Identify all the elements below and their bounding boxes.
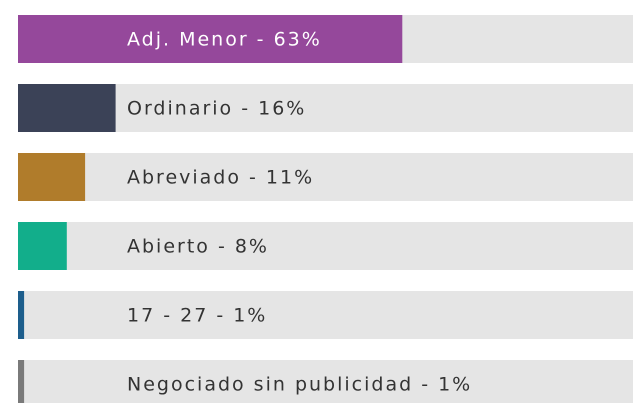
bar: [18, 15, 403, 63]
bar: [18, 153, 86, 201]
bar-label: Negociado sin publicidad - 1%: [127, 374, 472, 396]
bar-label: Ordinario - 16%: [127, 98, 306, 120]
bar-track: [18, 153, 633, 201]
bar-track: [18, 291, 633, 339]
bar-label: 17 - 27 - 1%: [127, 305, 267, 327]
bar-label: Adj. Menor - 63%: [127, 29, 322, 51]
bar: [18, 360, 25, 403]
bar: [18, 84, 116, 132]
bar-track: [18, 360, 633, 403]
bar-track: [18, 84, 633, 132]
bar-label: Abierto - 8%: [127, 236, 269, 258]
bar-label: Abreviado - 11%: [127, 167, 314, 189]
bar-track: [18, 222, 633, 270]
bar: [18, 222, 67, 270]
bar: [18, 291, 25, 339]
